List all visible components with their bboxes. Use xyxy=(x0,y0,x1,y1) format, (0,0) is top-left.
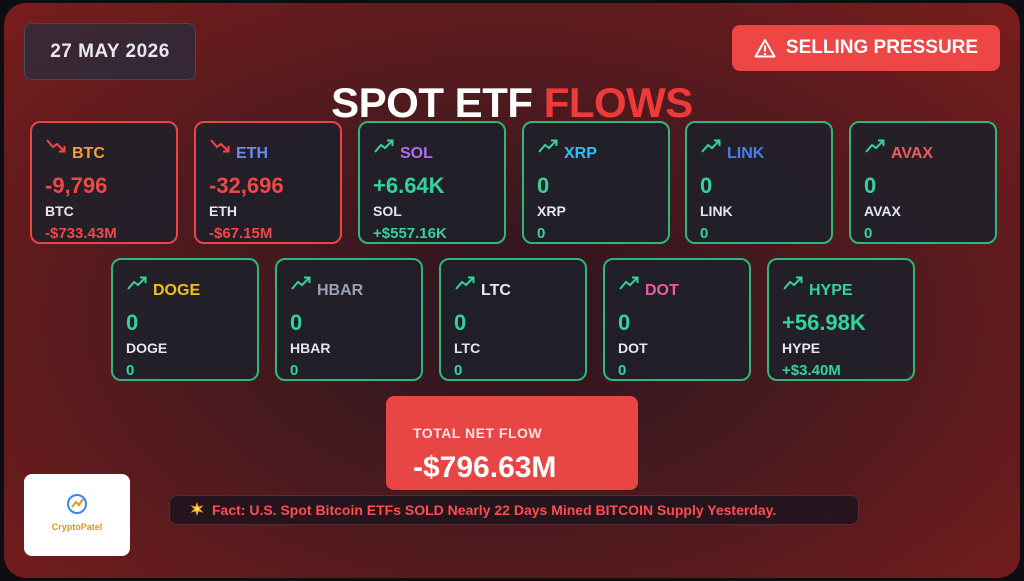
asset-unit: XRP xyxy=(537,203,566,219)
asset-symbol: DOGE xyxy=(153,282,201,299)
asset-card-xrp: XRP 0 XRP 0 xyxy=(522,121,670,244)
asset-unit: DOT xyxy=(618,340,648,356)
trend-up-icon xyxy=(865,139,885,153)
asset-unit: AVAX xyxy=(864,203,901,219)
asset-amount: +6.64K xyxy=(373,173,445,198)
asset-symbol: ETH xyxy=(236,145,268,162)
trend-down-icon xyxy=(46,139,66,153)
total-net-flow-card: TOTAL NET FLOW -$796.63M xyxy=(386,396,638,490)
asset-amount: 0 xyxy=(126,310,139,335)
selling-pressure-label: SELLING PRESSURE xyxy=(785,37,979,58)
asset-card-eth: ETH -32,696 ETH -$67.15M xyxy=(194,121,342,244)
asset-card-avax: AVAX 0 AVAX 0 xyxy=(849,121,997,244)
asset-usd-value: 0 xyxy=(126,362,135,379)
trend-up-icon xyxy=(127,276,147,290)
trend-up-icon xyxy=(455,276,475,290)
trend-up-icon xyxy=(783,276,803,290)
asset-unit: ETH xyxy=(209,203,237,219)
asset-amount: -9,796 xyxy=(45,173,108,198)
trend-down-icon xyxy=(210,139,230,153)
brand-logo: CryptoPatel xyxy=(24,474,130,556)
asset-symbol: SOL xyxy=(400,145,433,162)
trend-up-icon xyxy=(701,139,721,153)
asset-unit: BTC xyxy=(45,203,74,219)
asset-amount: 0 xyxy=(290,310,303,335)
asset-symbol: XRP xyxy=(564,145,597,162)
asset-symbol: LINK xyxy=(727,145,765,162)
asset-unit: HBAR xyxy=(290,340,331,356)
date-badge: 27 MAY 2026 xyxy=(24,23,196,80)
warning-icon xyxy=(754,38,776,58)
asset-symbol: BTC xyxy=(72,145,105,162)
asset-usd-value: -$733.43M xyxy=(45,225,117,242)
asset-unit: SOL xyxy=(373,203,402,219)
asset-card-sol: SOL +6.64K SOL +$557.16K xyxy=(358,121,506,244)
asset-symbol: HBAR xyxy=(317,282,364,299)
collision-icon xyxy=(190,501,204,519)
asset-usd-value: +$3.40M xyxy=(782,362,841,379)
asset-amount: 0 xyxy=(537,173,550,198)
asset-unit: LTC xyxy=(454,340,481,356)
asset-card-link: LINK 0 LINK 0 xyxy=(685,121,833,244)
asset-amount: 0 xyxy=(454,310,467,335)
asset-symbol: HYPE xyxy=(809,282,853,299)
asset-card-hype: HYPE +56.98K HYPE +$3.40M xyxy=(767,258,915,381)
asset-unit: HYPE xyxy=(782,340,821,356)
asset-usd-value: 0 xyxy=(864,225,873,242)
asset-amount: -32,696 xyxy=(209,173,284,198)
asset-card-ltc: LTC 0 LTC 0 xyxy=(439,258,587,381)
asset-usd-value: -$67.15M xyxy=(209,225,273,242)
total-net-flow-value: -$796.63M xyxy=(413,451,557,484)
date-label: 27 MAY 2026 xyxy=(50,40,170,62)
asset-amount: 0 xyxy=(700,173,713,198)
asset-amount: 0 xyxy=(618,310,631,335)
trend-up-icon xyxy=(374,139,394,153)
trend-up-icon xyxy=(619,276,639,290)
asset-usd-value: 0 xyxy=(618,362,627,379)
dashboard-frame: 27 MAY 2026 SELLING PRESSURE SPOT ETF FL… xyxy=(4,3,1020,578)
page-title: SPOT ETF FLOWS xyxy=(4,79,1020,127)
brand-logo-icon xyxy=(67,494,87,514)
asset-usd-value: 0 xyxy=(290,362,299,379)
asset-amount: 0 xyxy=(864,173,877,198)
asset-symbol: DOT xyxy=(645,282,679,299)
asset-card-doge: DOGE 0 DOGE 0 xyxy=(111,258,259,381)
asset-card-hbar: HBAR 0 HBAR 0 xyxy=(275,258,423,381)
title-part1: SPOT ETF xyxy=(331,79,533,126)
fact-text: Fact: U.S. Spot Bitcoin ETFs SOLD Nearly… xyxy=(212,502,777,518)
total-net-flow-label: TOTAL NET FLOW xyxy=(413,425,543,441)
asset-symbol: AVAX xyxy=(891,145,934,162)
asset-usd-value: 0 xyxy=(537,225,546,242)
asset-card-dot: DOT 0 DOT 0 xyxy=(603,258,751,381)
asset-amount: +56.98K xyxy=(782,310,866,335)
asset-card-btc: BTC -9,796 BTC -$733.43M xyxy=(30,121,178,244)
asset-usd-value: +$557.16K xyxy=(373,225,447,242)
title-part2: FLOWS xyxy=(543,79,694,126)
asset-symbol: LTC xyxy=(481,282,511,299)
selling-pressure-badge: SELLING PRESSURE xyxy=(732,25,1000,71)
asset-usd-value: 0 xyxy=(700,225,709,242)
asset-usd-value: 0 xyxy=(454,362,463,379)
trend-up-icon xyxy=(291,276,311,290)
asset-unit: DOGE xyxy=(126,340,168,356)
trend-up-icon xyxy=(538,139,558,153)
fact-banner: Fact: U.S. Spot Bitcoin ETFs SOLD Nearly… xyxy=(169,495,859,525)
asset-unit: LINK xyxy=(700,203,733,219)
brand-logo-text: CryptoPatel xyxy=(51,522,103,532)
